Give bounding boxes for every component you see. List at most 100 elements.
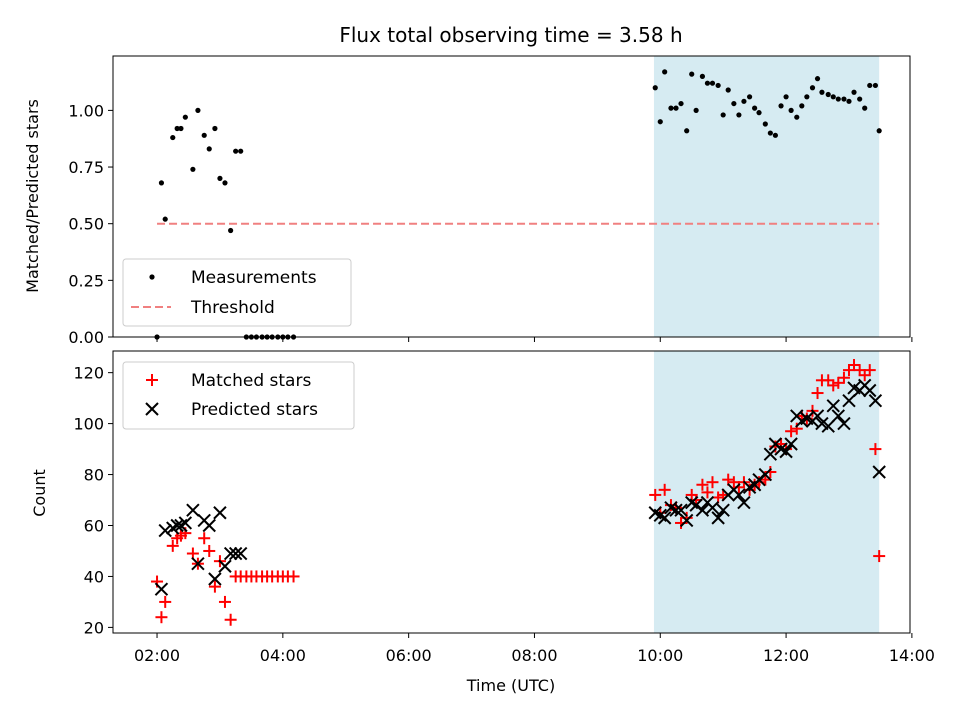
measurements-point bbox=[799, 103, 805, 109]
predicted-stars-point bbox=[223, 546, 238, 561]
predicted-stars-point bbox=[837, 416, 851, 431]
matched-stars-point bbox=[732, 481, 745, 494]
measurements-point bbox=[830, 94, 836, 100]
y-tick-label: 60 bbox=[84, 516, 104, 535]
predicted-stars-point bbox=[868, 393, 883, 408]
measurements-point bbox=[862, 105, 868, 111]
measurements-point bbox=[867, 82, 873, 89]
measurements-point bbox=[206, 146, 212, 152]
predicted-stars-point bbox=[228, 546, 243, 561]
measurements-point bbox=[746, 94, 753, 100]
legend-matched-stars-marker bbox=[146, 374, 158, 386]
matched-stars-point bbox=[858, 369, 871, 382]
top-legend-box bbox=[122, 258, 352, 327]
matched-stars-point bbox=[863, 364, 876, 377]
measurements-point bbox=[752, 105, 758, 111]
measurements-point bbox=[876, 128, 882, 134]
measurements-point bbox=[233, 148, 239, 154]
matched-stars-point bbox=[869, 443, 882, 456]
observing-window-shade bbox=[653, 351, 880, 633]
measurements-point bbox=[689, 71, 695, 77]
matched-stars-point bbox=[658, 483, 671, 496]
matched-stars-point bbox=[155, 611, 168, 624]
measurements-point bbox=[778, 103, 784, 109]
matched-stars-point bbox=[853, 364, 866, 377]
measurements-point bbox=[814, 76, 821, 82]
measurements-point bbox=[825, 91, 831, 98]
measurements-point bbox=[731, 100, 737, 107]
matched-stars-point bbox=[785, 425, 798, 438]
predicted-stars-point bbox=[831, 409, 845, 423]
measurements-point bbox=[788, 107, 794, 113]
measurements-point bbox=[709, 80, 716, 86]
matched-stars-point bbox=[701, 486, 714, 499]
x-tick-label: 10:00 bbox=[637, 646, 683, 665]
matched-stars-point bbox=[218, 595, 231, 608]
matched-stars-point bbox=[706, 476, 719, 489]
observing-window-shade bbox=[653, 56, 880, 337]
measurements-point bbox=[684, 128, 690, 134]
y-tick-label: 100 bbox=[73, 415, 104, 434]
x-tick-label: 04:00 bbox=[260, 646, 306, 665]
predicted-stars-point bbox=[784, 437, 798, 451]
predicted-stars-point bbox=[737, 495, 751, 510]
measurements-point bbox=[238, 148, 244, 154]
predicted-stars-point bbox=[779, 444, 793, 459]
predicted-stars-point bbox=[821, 419, 835, 433]
measurements-point bbox=[846, 98, 852, 104]
measurements-point bbox=[222, 180, 228, 186]
measurements-point bbox=[699, 73, 706, 79]
measurements-point bbox=[158, 180, 165, 186]
matched-stars-point bbox=[727, 476, 740, 489]
y-tick-label: 1.00 bbox=[68, 101, 104, 120]
measurements-point bbox=[772, 132, 778, 138]
matched-stars-point bbox=[764, 466, 777, 479]
legend-measurements-marker bbox=[149, 274, 155, 280]
predicted-stars-point bbox=[826, 399, 840, 413]
matched-stars-point bbox=[822, 374, 835, 387]
matched-stars-point bbox=[159, 595, 172, 608]
predicted-stars-point bbox=[716, 503, 730, 517]
predicted-stars-point bbox=[711, 511, 725, 525]
top-y-axis-label: Matched/Predicted stars bbox=[23, 99, 42, 293]
predicted-stars-point bbox=[202, 518, 216, 533]
predicted-stars-point bbox=[657, 511, 672, 525]
x-axis-label: Time (UTC) bbox=[466, 676, 555, 695]
predicted-stars-point bbox=[213, 506, 227, 520]
x-tick-label: 06:00 bbox=[386, 646, 432, 665]
top-panel: 0.00 0.25 0.50 0.75 1.00 Matched/Predicted s… bbox=[23, 55, 913, 347]
predicted-stars-point bbox=[842, 393, 856, 408]
matched-stars-point bbox=[832, 376, 845, 389]
x-tick-label: 14:00 bbox=[889, 646, 935, 665]
measurements-point bbox=[872, 82, 879, 89]
x-tick-label: 08:00 bbox=[511, 646, 557, 665]
predicted-stars-point bbox=[763, 447, 778, 461]
predicted-stars-point bbox=[669, 503, 683, 517]
top-legend: Measurements Threshold bbox=[122, 258, 352, 327]
measurements-point bbox=[857, 96, 863, 102]
predicted-stars-point bbox=[170, 518, 184, 533]
measurements-point bbox=[804, 94, 810, 100]
matched-stars-point bbox=[811, 387, 824, 400]
x-tick-label: 02:00 bbox=[134, 646, 180, 665]
y-tick-label: 0.75 bbox=[68, 158, 104, 177]
chart-title: Flux total observing time = 3.58 h bbox=[339, 23, 682, 47]
y-tick-label: 0.25 bbox=[68, 271, 104, 290]
predicted-stars-point bbox=[810, 409, 825, 423]
y-tick-label: 40 bbox=[84, 567, 104, 586]
predicted-stars-point bbox=[674, 503, 688, 517]
legend-threshold-label: Threshold bbox=[190, 298, 275, 318]
predicted-stars-point bbox=[186, 503, 200, 517]
measurements-point bbox=[819, 89, 825, 95]
measurements-point bbox=[794, 114, 800, 120]
measurements-point bbox=[693, 107, 699, 113]
bottom-panel: 20 40 60 80 100 120 02:00 04:00 06:00 08:00 10:00 1… bbox=[30, 350, 935, 665]
measurements-point bbox=[835, 96, 841, 102]
bottom-y-axis-label: Count bbox=[30, 469, 49, 517]
top-plot-frame bbox=[112, 55, 911, 338]
predicted-stars-point bbox=[191, 557, 205, 571]
predicted-stars-point bbox=[679, 513, 694, 528]
predicted-stars-point bbox=[695, 503, 710, 517]
measurements-point bbox=[178, 125, 184, 132]
measurements-point bbox=[228, 227, 234, 234]
